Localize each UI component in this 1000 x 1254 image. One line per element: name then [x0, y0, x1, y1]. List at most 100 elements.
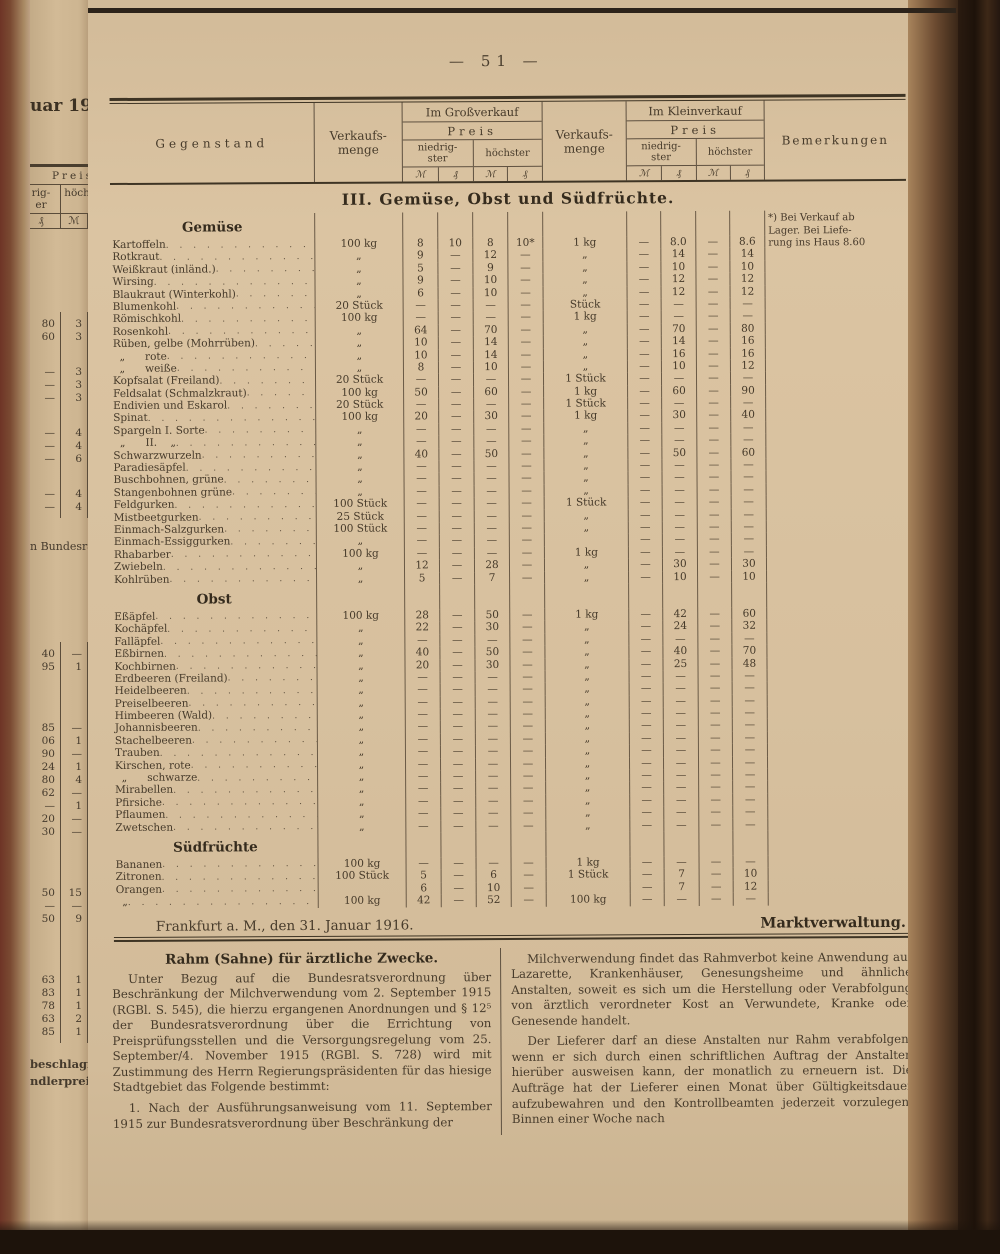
gross-max-pf-cell: — [507, 249, 543, 262]
klein-max-mark-cell: — [697, 682, 732, 695]
item-name-cell: Blaukraut (Winterkohl) [111, 288, 315, 301]
klein-max-pf-cell: — [730, 520, 766, 534]
klein-max-mark-cell: — [697, 607, 732, 621]
dotted-leader [155, 610, 316, 623]
gross-menge-cell: „ [314, 287, 403, 300]
klein-min-mark-cell: — [627, 496, 662, 509]
gross-min-pf-cell: — [438, 422, 474, 436]
klein-min-mark-cell: — [627, 422, 662, 435]
gross-max-mark-cell: 60 [473, 385, 509, 399]
prev-page-price-row: —304 [44, 392, 83, 404]
klein-menge-cell: „ [543, 471, 628, 485]
klein-menge-cell: 1 kg [544, 608, 629, 622]
klein-menge-cell: „ [544, 694, 629, 708]
klein-max-pf-cell: 40 [730, 409, 766, 422]
gross-max-pf-cell: — [510, 819, 546, 832]
klein-min-mark-cell: — [626, 322, 661, 336]
gross-min-mark-cell: — [403, 423, 439, 436]
gross-max-mark-cell: 14 [472, 336, 508, 349]
dotted-leader [167, 349, 315, 362]
item-name-cell: Johannisbeeren [113, 721, 317, 734]
item-name-cell: Rotkraut [110, 250, 314, 263]
gross-min-pf-cell: — [438, 522, 474, 535]
klein-max-mark-cell: — [695, 334, 730, 348]
article-paragraph: Der Lieferer darf an diese Anstalten nur… [511, 1032, 913, 1127]
klein-min-pf-cell: — [663, 855, 699, 869]
prev-page-price-row: 50950 [41, 913, 82, 925]
klein-max-mark-cell: — [696, 545, 731, 559]
gross-min-mark-cell: — [403, 522, 439, 535]
klein-max-mark-cell: — [695, 322, 730, 336]
item-name-cell: Blumenkohl [111, 300, 315, 313]
klein-max-pf-cell: — [731, 743, 767, 757]
gross-min-mark-cell: 20 [403, 410, 439, 424]
klein-menge-cell: 1 Stück [542, 372, 628, 386]
klein-min-pf-cell: 50 [661, 446, 697, 460]
item-name-cell: Stangenbohnen grüne [112, 486, 316, 499]
gross-min-mark-cell: — [403, 460, 439, 473]
gross-min-pf-cell: — [439, 621, 475, 635]
hoechster-label: höchster [472, 139, 542, 167]
klein-min-mark-cell: — [628, 657, 663, 671]
klein-min-mark-cell: — [627, 545, 662, 559]
dotted-leader [176, 436, 315, 449]
pfennig-symbol: ₰ [729, 165, 764, 180]
gross-max-mark-cell: — [475, 856, 511, 870]
gross-min-mark-cell: 50 [403, 386, 439, 399]
klein-min-pf-cell: 30 [661, 409, 697, 423]
gross-min-pf-cell: — [438, 546, 474, 560]
klein-min-mark-cell: — [627, 409, 662, 423]
bemerkung-cell [765, 420, 908, 434]
bemerkung-cell [765, 495, 908, 509]
item-name-cell: Einmach-Essiggurken [112, 535, 316, 549]
gross-min-pf-cell: — [440, 807, 476, 820]
klein-min-mark-cell: — [629, 769, 664, 782]
gross-max-pf-cell: — [507, 298, 543, 312]
gross-menge-cell: „ [314, 324, 403, 338]
gross-min-mark-cell: — [404, 720, 440, 734]
gross-max-pf-cell: — [510, 806, 546, 820]
bemerkung-cell [766, 643, 909, 658]
newspaper-page: — 51 — Gegenstand Verkaufs- menge Im Gro… [88, 0, 956, 1254]
gross-min-mark-cell: — [402, 299, 438, 312]
klein-max-pf-cell: — [731, 756, 768, 769]
dotted-leader [219, 374, 315, 387]
prev-page-price-row: 62—64 [41, 787, 82, 799]
item-name-cell: Buschbohnen, grüne [112, 473, 316, 487]
photo-right-edge [958, 0, 1000, 1254]
gross-min-mark-cell: — [404, 757, 441, 771]
gross-max-pf-cell: — [509, 670, 545, 684]
klein-min-mark-cell: — [626, 310, 661, 324]
item-name-cell: „ [114, 895, 318, 908]
item-name-cell: Kartoffeln [110, 238, 314, 251]
klein-min-pf-cell: — [660, 372, 697, 385]
klein-min-mark-cell: — [626, 273, 661, 286]
klein-max-mark-cell: — [698, 868, 733, 881]
gross-min-mark-cell: — [403, 398, 439, 411]
bemerkung-cell [767, 792, 910, 806]
klein-min-pf-cell: — [662, 756, 699, 770]
klein-menge-cell: „ [544, 633, 629, 646]
klein-max-pf-cell: — [732, 781, 768, 794]
item-name-cell: Kohlrüben [112, 573, 316, 586]
gross-menge-cell: „ [316, 572, 405, 585]
gross-menge-cell: „ [314, 274, 403, 288]
item-name-cell: Rhabarber [112, 548, 316, 561]
klein-menge-cell: „ [544, 620, 629, 634]
gross-max-mark-cell: — [475, 782, 511, 795]
prev-text-fragment: n Bundesrat [30, 540, 88, 553]
gross-menge-cell: „ [316, 708, 405, 722]
klein-min-pf-cell: — [661, 508, 697, 522]
klein-max-pf-cell: — [729, 297, 765, 311]
gross-min-pf-cell: — [440, 794, 476, 808]
photo-bottom-fade [0, 1220, 1000, 1230]
gross-max-mark-cell: 30 [474, 621, 510, 634]
bemerkung-cell [767, 891, 910, 906]
prev-page-price-row: —4— [44, 427, 83, 439]
klein-min-mark-cell: — [626, 335, 661, 348]
item-name-cell: Zwetschen [113, 821, 317, 834]
gross-max-mark-cell: — [475, 794, 511, 808]
dotted-leader [171, 548, 316, 561]
gross-menge-cell: 20 Stück [315, 398, 404, 412]
gross-max-pf-cell: — [508, 447, 544, 460]
